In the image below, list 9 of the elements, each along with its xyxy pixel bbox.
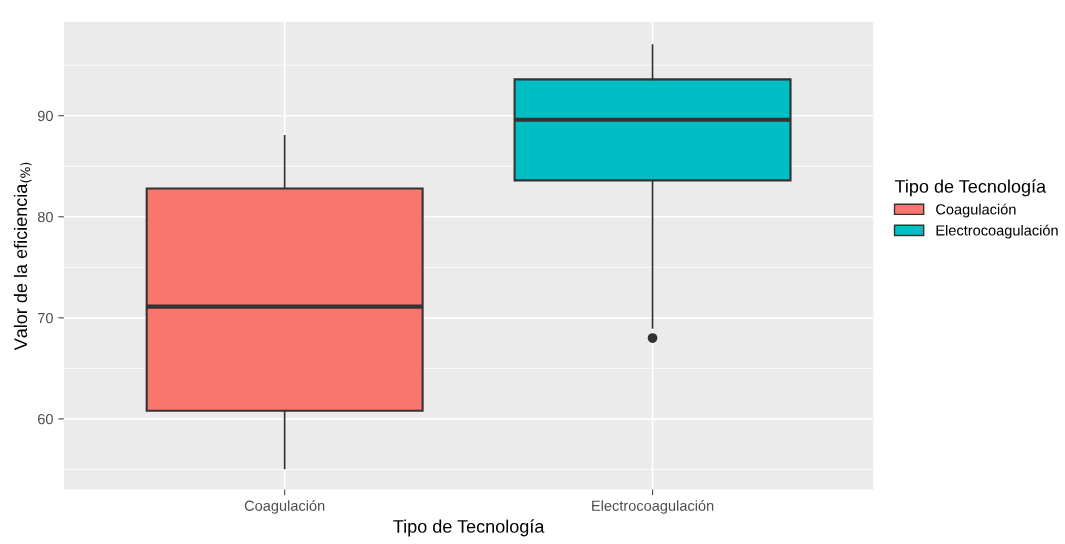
y-tick-label: 70 bbox=[38, 312, 53, 324]
legend-label: Electrocoagulación bbox=[936, 224, 1058, 239]
y-tick-label: 60 bbox=[38, 413, 53, 425]
y-axis-title: Valor de la eficiencia$_{(%)}$ bbox=[13, 162, 32, 351]
x-axis-title: Tipo de Tecnología bbox=[393, 519, 545, 537]
legend-title: Tipo de Tecnología bbox=[894, 179, 1047, 197]
y-tick-label: 90 bbox=[37, 110, 53, 122]
legend-label: Coagulación bbox=[936, 203, 1016, 218]
y-tick-label: 80 bbox=[37, 211, 53, 223]
